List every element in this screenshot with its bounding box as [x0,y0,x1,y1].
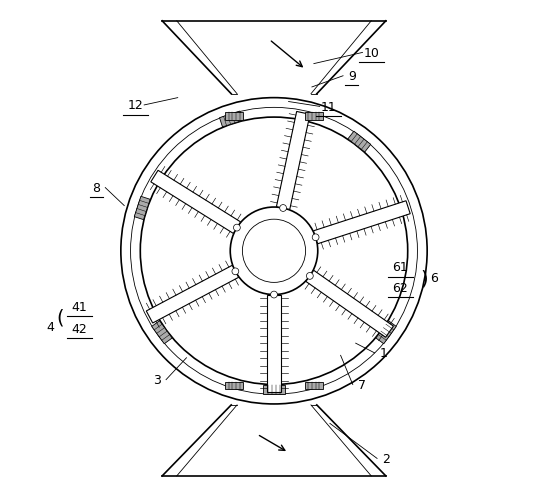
Polygon shape [348,132,371,153]
Circle shape [279,205,287,212]
Text: 7: 7 [357,378,366,391]
Polygon shape [225,382,243,389]
Text: 6: 6 [431,271,438,285]
Polygon shape [276,112,310,210]
Text: (: ( [56,308,64,327]
Circle shape [233,225,240,231]
Polygon shape [305,113,323,121]
Polygon shape [313,202,410,244]
Text: 61: 61 [392,261,408,274]
Text: ): ) [420,268,427,287]
Circle shape [312,234,319,241]
Polygon shape [306,271,393,338]
Circle shape [306,273,313,280]
Text: 62: 62 [392,281,408,294]
Text: 42: 42 [72,323,87,335]
Text: 41: 41 [72,301,87,314]
Text: 4: 4 [47,320,54,333]
Polygon shape [376,321,396,344]
Circle shape [271,291,277,298]
Polygon shape [152,321,172,344]
Text: 10: 10 [363,47,379,60]
Polygon shape [225,113,243,121]
Polygon shape [267,295,281,392]
Polygon shape [151,171,241,234]
Text: 11: 11 [321,101,336,114]
Circle shape [232,268,239,275]
Text: 12: 12 [128,99,143,112]
Text: 3: 3 [153,373,161,386]
Text: 1: 1 [379,346,387,360]
Polygon shape [220,112,243,128]
Text: 9: 9 [348,70,356,83]
Text: 2: 2 [382,452,390,465]
Polygon shape [263,385,285,394]
Polygon shape [134,197,150,220]
Polygon shape [146,266,238,324]
Polygon shape [305,382,323,389]
Text: 8: 8 [93,182,100,195]
